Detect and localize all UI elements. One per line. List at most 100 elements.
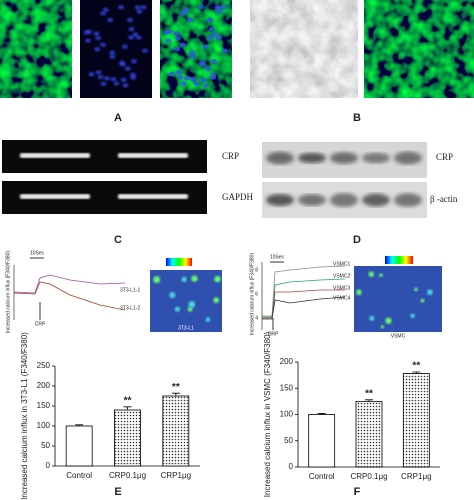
band-label: β -actin: [430, 194, 458, 204]
blot-band: [362, 152, 390, 164]
x-tick-label: CRP0.1μg: [109, 471, 146, 480]
nucleus: [215, 35, 222, 40]
western-blot: [262, 142, 427, 218]
nucleus: [202, 83, 209, 88]
nucleus: [110, 76, 117, 82]
cell-label: 3T3-L1-2: [120, 305, 141, 311]
cell-spot: [214, 275, 221, 283]
trace: [262, 265, 346, 317]
gel-band: [118, 194, 188, 199]
gel-band: [20, 194, 90, 199]
cell-spot: [174, 306, 181, 312]
nucleus: [201, 44, 208, 49]
nucleus: [183, 76, 190, 81]
nucleus: [109, 50, 116, 55]
panel-label: D: [353, 234, 361, 246]
cell-spot: [420, 298, 425, 303]
nucleus: [130, 75, 137, 80]
cell-label: 3T3-L1-1: [120, 287, 141, 293]
nucleus: [175, 35, 182, 41]
cell-spot: [368, 271, 374, 277]
bar: [402, 373, 430, 468]
color-bar: [166, 258, 192, 266]
nucleus: [109, 54, 116, 59]
image-label: VSMC: [391, 333, 406, 339]
nucleus: [189, 54, 196, 59]
x-tick-label: CRP0.1μg: [350, 472, 387, 481]
cell-spot: [191, 275, 198, 282]
nucleus: [208, 26, 215, 32]
nucleus: [214, 5, 221, 10]
nucleus: [189, 50, 196, 55]
nucleus: [121, 44, 128, 49]
nucleus: [174, 46, 181, 52]
nucleus: [107, 17, 114, 23]
stimulus: CRP: [268, 331, 279, 337]
cell-spot: [385, 317, 392, 324]
nucleus: [221, 48, 228, 53]
blot-band: [394, 151, 422, 165]
nucleus: [216, 9, 223, 14]
cell-spot: [410, 313, 415, 319]
nucleus: [117, 5, 124, 10]
blot-band: [266, 193, 294, 207]
nucleus: [175, 70, 182, 75]
nucleus: [180, 42, 187, 47]
panel-label: E: [114, 486, 121, 498]
nucleus: [135, 35, 142, 40]
cell-spot: [369, 315, 375, 321]
error-bar: [75, 424, 84, 426]
error-bar: [412, 371, 421, 374]
y-tick-label: 0: [289, 462, 294, 471]
gel: [2, 140, 207, 214]
nucleus: [193, 81, 200, 86]
panel-label: A: [114, 112, 122, 124]
micrograph-green: [0, 0, 72, 98]
trace: [262, 296, 346, 320]
cell-spot: [380, 325, 385, 329]
y-tick-label: 150: [280, 383, 294, 392]
y-tick-label: 200: [280, 357, 294, 366]
nucleus: [141, 48, 148, 53]
nucleus: [97, 74, 104, 80]
x-tick-label: CRP1μg: [401, 472, 431, 481]
panel-label: F: [354, 486, 361, 498]
trace-left: 10Sec CRP Increased calcium influx (F340…: [5, 250, 222, 333]
trace-right: 4 6 8 10Sec CRP Increased calcium influx…: [249, 253, 442, 339]
nucleus: [103, 76, 110, 81]
blot-band: [394, 193, 422, 207]
blot-band: [362, 193, 390, 207]
y-tick-label: 200: [37, 381, 51, 390]
nucleus: [164, 38, 171, 43]
panel-label: B: [353, 112, 361, 124]
y-tick-label: 100: [37, 421, 51, 430]
nucleus: [210, 75, 217, 80]
y-axis-label: Increased calcium influx in VSMC (F340/F…: [263, 331, 272, 497]
panel-label: C: [114, 234, 122, 246]
y-tick-label: 6: [255, 291, 258, 297]
y-tick-label: 250: [37, 361, 51, 370]
nucleus: [128, 26, 135, 32]
y-tick-label: 4: [255, 315, 258, 321]
cell-spot: [427, 289, 433, 296]
trace: [13, 281, 126, 311]
x-tick-label: Control: [309, 472, 335, 481]
nucleus: [122, 83, 129, 88]
x-tick-label: CRP1μg: [161, 471, 191, 480]
bar-charts: 0 50 100 150 200 250 Increased calcium influx …: [20, 331, 440, 500]
cell-label: VSMC4: [333, 295, 350, 301]
nucleus: [180, 81, 187, 86]
y-label: Increased calcium influx (F340/F380): [249, 253, 255, 336]
y-tick-label: 0: [46, 461, 51, 470]
nucleus: [128, 35, 135, 40]
significance: **: [365, 388, 373, 399]
blot-band: [266, 151, 294, 165]
stimulus: CRP: [35, 321, 46, 327]
band-label: GAPDH: [222, 192, 254, 202]
nucleus: [113, 81, 120, 86]
nucleus: [168, 72, 175, 77]
cell-spot: [153, 276, 161, 283]
nucleus: [165, 29, 172, 35]
blot-band: [330, 193, 358, 207]
micrograph-green: [364, 0, 474, 98]
